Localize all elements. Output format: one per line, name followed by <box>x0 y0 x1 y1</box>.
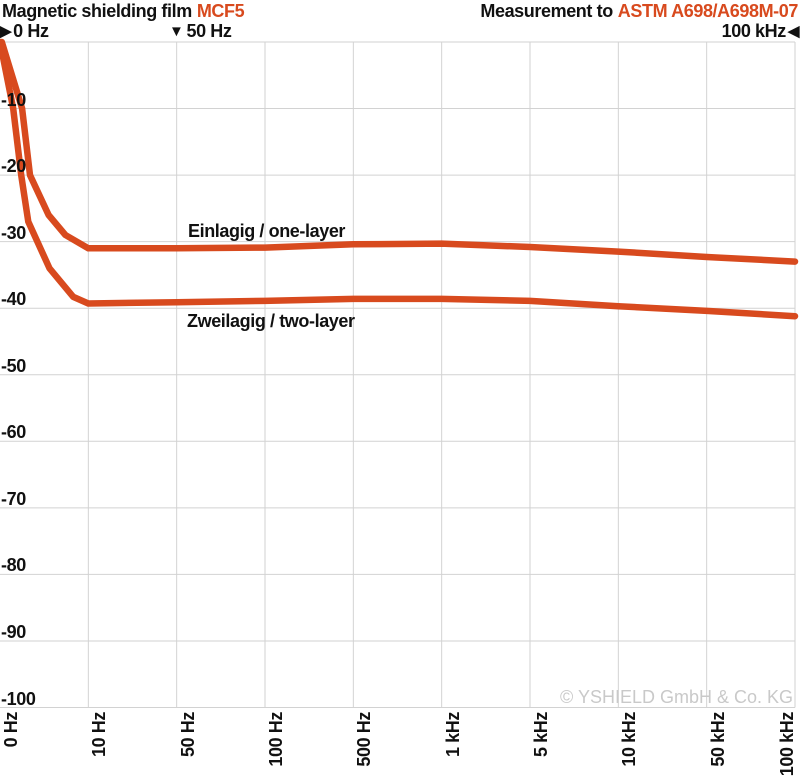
x-axis-tick-label: 100 Hz <box>266 712 286 767</box>
x-axis-tick-label: 100 kHz <box>777 712 797 777</box>
x-range-mid-label: 50 Hz <box>186 21 232 41</box>
title-left-text: Magnetic shielding film <box>2 1 192 21</box>
y-axis-tick-label: -60 <box>1 422 26 443</box>
axis-mid-marker-icon: ▼ <box>169 23 184 40</box>
y-axis-tick-label: -20 <box>1 156 26 177</box>
x-axis-tick-label: 5 kHz <box>531 712 551 758</box>
series-line-1 <box>0 38 799 320</box>
series-label-one-layer: Einlagig / one-layer <box>188 221 346 241</box>
chart-title-right: Measurement to ASTM A698/A698M-07 <box>480 1 798 22</box>
x-axis-tick-label: 50 kHz <box>707 712 728 767</box>
title-right-text: Measurement to <box>480 1 613 21</box>
x-range-mid: ▼ 50 Hz <box>169 21 232 42</box>
copyright-watermark: © YSHIELD GmbH & Co. KG <box>560 687 793 707</box>
series-label-two-layer: Zweilagig / two-layer <box>187 311 355 331</box>
y-axis-tick-label: -30 <box>1 222 26 243</box>
y-axis-tick-label: -40 <box>1 289 26 310</box>
x-range-start: ▶ 0 Hz <box>0 21 49 42</box>
y-axis-tick-label: -10 <box>1 89 26 110</box>
y-axis-tick-label: -80 <box>1 555 26 576</box>
series-line-0 <box>0 38 799 265</box>
x-axis-tick-label: 500 Hz <box>354 712 375 767</box>
x-axis-tick-label: 10 Hz <box>89 712 110 758</box>
x-range-end-label: 100 kHz <box>721 21 787 41</box>
x-range-start-label: 0 Hz <box>13 21 49 41</box>
y-axis-tick-label: -50 <box>1 355 26 376</box>
y-axis-tick-label: -90 <box>1 621 26 642</box>
x-axis-tick-label: 50 Hz <box>177 712 198 758</box>
title-left-product: MCF5 <box>196 1 245 21</box>
title-right-standard: ASTM A698/A698M-07 <box>617 1 799 21</box>
x-axis-tick-label: 10 kHz <box>619 712 640 767</box>
axis-end-arrow-icon: ◀ <box>787 23 800 40</box>
axis-start-arrow-icon: ▶ <box>0 23 12 40</box>
y-axis-tick-label: -70 <box>1 488 26 509</box>
x-axis-tick-label: 1 kHz <box>442 712 463 758</box>
chart-title-left: Magnetic shielding film MCF5 <box>2 1 245 22</box>
x-range-end: 100 kHz ◀ <box>721 21 800 42</box>
y-axis-tick-label: -100 <box>1 688 36 709</box>
x-axis-tick-label: 0 Hz <box>1 712 21 748</box>
